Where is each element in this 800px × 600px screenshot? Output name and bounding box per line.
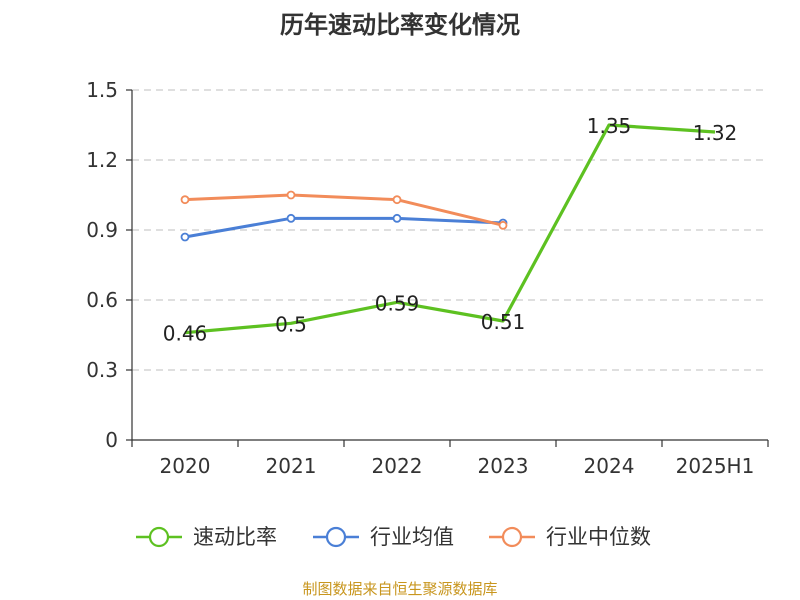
data-point[interactable] xyxy=(392,195,402,205)
source-note: 制图数据来自恒生聚源数据库 xyxy=(302,580,497,598)
legend-marker xyxy=(325,526,347,548)
data-label: 0.51 xyxy=(481,310,526,334)
data-label: 0.5 xyxy=(275,312,307,336)
legend-marker xyxy=(501,526,523,548)
legend-item-1[interactable]: 速动比率 xyxy=(136,525,277,549)
y-tick-label: 0.6 xyxy=(86,288,118,312)
legend-item-3[interactable]: 行业中位数 xyxy=(489,525,651,549)
data-point[interactable] xyxy=(286,190,296,200)
legend[interactable]: 速动比率 行业均值 行业中位数 xyxy=(136,525,651,549)
legend-label: 行业均值 xyxy=(370,525,454,549)
data-labels: 0.46 0.5 0.59 0.51 1.35 1.32 xyxy=(163,114,738,346)
x-tick-label: 2024 xyxy=(584,454,635,478)
y-tick-label: 1.2 xyxy=(86,148,118,172)
data-point[interactable] xyxy=(180,195,190,205)
y-tick-label: 0.3 xyxy=(86,358,118,382)
x-tick-label: 2020 xyxy=(160,454,211,478)
chart-title: 历年速动比率变化情况 xyxy=(280,11,520,39)
y-tick-label: 0.9 xyxy=(86,218,118,242)
data-label: 0.46 xyxy=(163,322,208,346)
data-label: 0.59 xyxy=(375,291,420,315)
data-point[interactable] xyxy=(180,232,190,242)
grid xyxy=(132,89,768,371)
x-tick-label: 2021 xyxy=(266,454,317,478)
series-line-1 xyxy=(184,123,716,335)
y-tick-label: 0 xyxy=(105,428,118,452)
legend-marker xyxy=(148,526,170,548)
x-tick-label: 2022 xyxy=(372,454,423,478)
series-layer xyxy=(180,123,716,335)
data-point[interactable] xyxy=(498,220,508,230)
axes: 0 0.3 0.6 0.9 1.2 1.5 2020 2021 2022 2023 2024 2025… xyxy=(86,78,769,478)
data-point[interactable] xyxy=(286,213,296,223)
legend-label: 行业中位数 xyxy=(546,525,651,549)
series-line-2 xyxy=(184,216,504,239)
x-tick-label: 2023 xyxy=(478,454,529,478)
data-label: 1.32 xyxy=(693,121,738,145)
data-point[interactable] xyxy=(392,213,402,223)
data-label: 1.35 xyxy=(587,114,632,138)
series-line-3 xyxy=(184,193,504,227)
legend-item-2[interactable]: 行业均值 xyxy=(313,525,454,549)
legend-label: 速动比率 xyxy=(193,525,277,549)
x-tick-label: 2025H1 xyxy=(676,454,755,478)
y-tick-label: 1.5 xyxy=(86,78,118,102)
